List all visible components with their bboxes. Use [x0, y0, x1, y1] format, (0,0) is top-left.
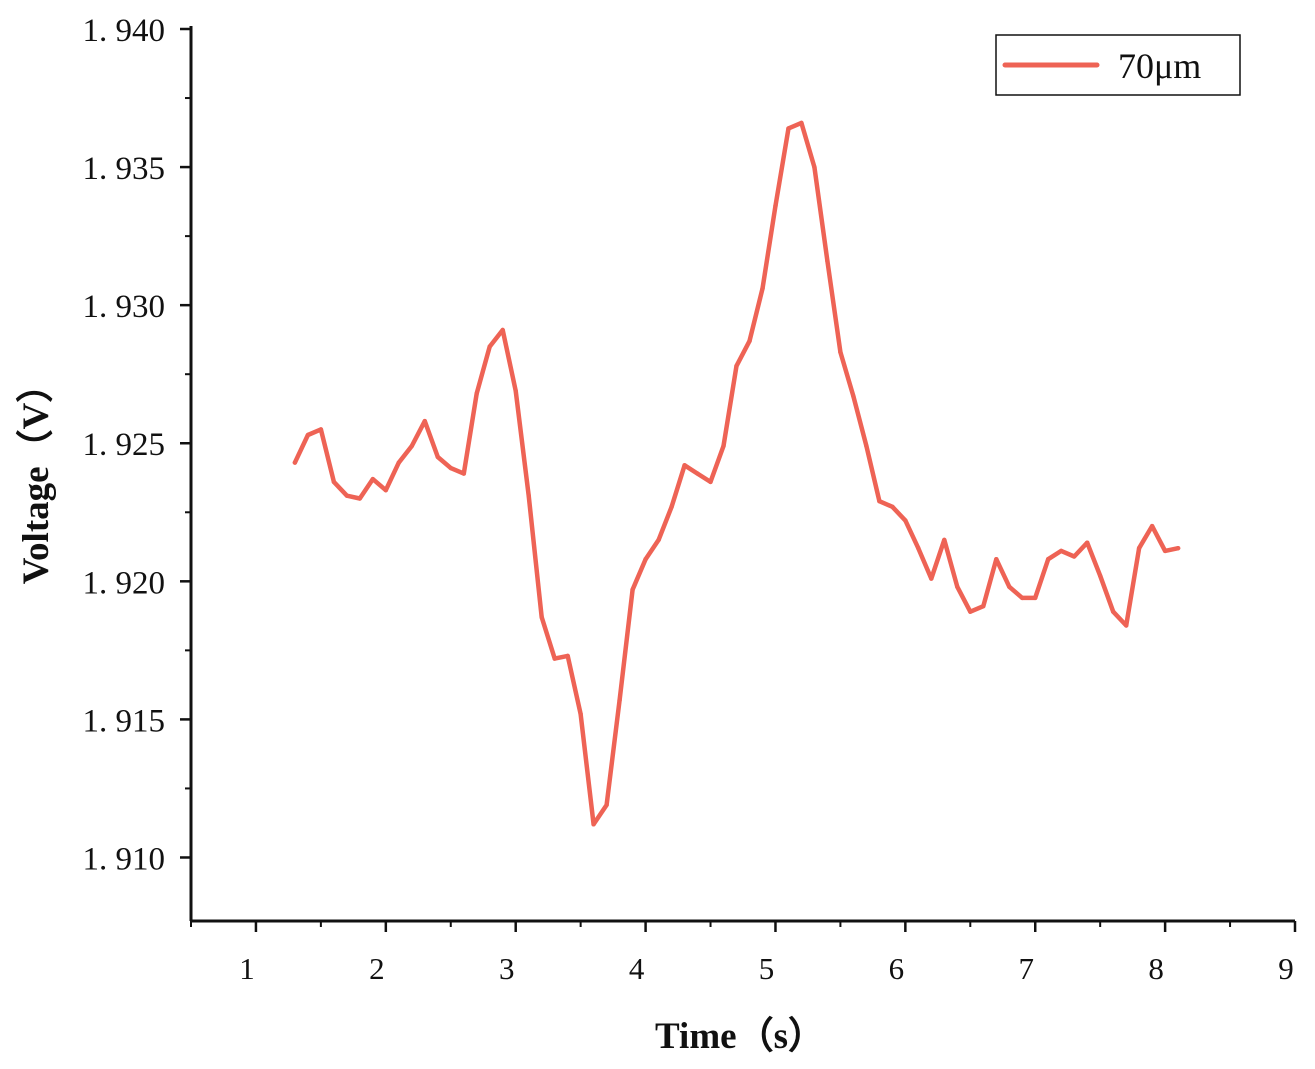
data-point: [877, 499, 882, 504]
data-point: [734, 363, 739, 369]
data-point: [591, 822, 596, 827]
axes: 1 2 3 4 5 6 7 8 9 1. 910 1. 915 1. 920 1. 925 1. 930 1…: [83, 13, 1297, 986]
x-tick-label: 7: [1018, 951, 1034, 986]
data-point: [617, 697, 622, 703]
data-point: [903, 518, 908, 523]
data-point: [981, 604, 986, 609]
data-point: [747, 338, 752, 344]
x-tick-label: 4: [629, 951, 645, 986]
data-point: [786, 126, 791, 131]
data-point: [474, 391, 479, 396]
y-tick-label: 1. 925: [83, 427, 166, 463]
x-tick-label: 8: [1148, 951, 1164, 986]
data-point: [773, 203, 778, 208]
data-point: [1124, 623, 1129, 628]
x-tick-label: 9: [1278, 951, 1294, 986]
data-point: [1111, 609, 1116, 614]
data-point: [604, 802, 609, 808]
data-point: [1007, 584, 1012, 589]
x-tick-label: 5: [759, 951, 775, 986]
data-point: [1020, 595, 1025, 601]
data-point: [864, 443, 869, 449]
data-point: [1136, 546, 1142, 551]
data-point: [942, 537, 947, 543]
data-point: [409, 443, 414, 449]
data-point: [526, 493, 531, 498]
data-point: [1085, 540, 1090, 545]
y-tick-label: 1. 935: [83, 151, 166, 187]
data-point: [435, 454, 440, 460]
data-point: [305, 432, 311, 438]
y-tick-label: 1. 915: [83, 703, 166, 739]
data-point: [838, 349, 843, 355]
x-tick-label: 1: [239, 951, 255, 986]
data-point: [1046, 557, 1051, 562]
data-point: [318, 427, 324, 432]
data-point: [578, 711, 583, 717]
y-tick-label: 1. 910: [83, 841, 166, 877]
y-tick-label: 1. 940: [83, 13, 166, 49]
data-point: [812, 164, 817, 170]
data-point: [1098, 573, 1103, 578]
data-point: [331, 479, 337, 485]
data-point: [760, 286, 765, 291]
data-point: [890, 504, 895, 509]
data-point: [1175, 546, 1181, 551]
data-point: [695, 471, 700, 476]
data-point: [682, 463, 687, 468]
data-point: [955, 584, 960, 589]
data-point: [851, 394, 856, 399]
x-tick-label: 3: [499, 951, 515, 986]
data-point: [669, 504, 674, 509]
data-point: [994, 557, 999, 562]
data-point: [1072, 554, 1077, 559]
x-axis-title: Time（s）: [655, 1015, 825, 1057]
data-point: [721, 443, 726, 449]
legend: 70μm: [995, 34, 1241, 96]
data-point: [1149, 523, 1155, 529]
data-point: [344, 493, 350, 498]
series-layer: [292, 120, 1181, 827]
data-point: [825, 258, 830, 264]
data-point: [357, 496, 362, 501]
data-point: [500, 327, 505, 333]
data-point: [448, 465, 453, 471]
data-point: [383, 488, 388, 493]
data-point: [1059, 548, 1064, 554]
data-point: [422, 418, 427, 424]
data-point: [656, 537, 661, 543]
data-point: [916, 546, 921, 551]
y-tick-label: 1. 920: [83, 565, 166, 601]
x-tick-label: 2: [369, 951, 385, 986]
data-point: [552, 656, 557, 661]
legend-label: 70μm: [1118, 46, 1201, 86]
data-point: [968, 609, 973, 614]
data-point: [799, 120, 804, 126]
data-point: [487, 344, 492, 349]
data-point: [929, 576, 934, 581]
y-tick-label: 1. 930: [83, 289, 166, 325]
series-line: [292, 120, 1181, 827]
data-point: [396, 460, 401, 465]
data-point: [513, 388, 518, 393]
data-point: [630, 587, 635, 592]
data-point: [1033, 595, 1038, 601]
x-tick-label: 6: [889, 951, 905, 986]
data-point: [708, 479, 713, 485]
data-point: [643, 557, 648, 562]
data-point: [461, 471, 466, 476]
data-point: [292, 460, 298, 465]
data-point: [565, 653, 570, 659]
data-point: [1162, 548, 1168, 554]
y-axis-title: Voltage（V）: [15, 366, 57, 585]
data-point: [539, 615, 544, 620]
data-point: [370, 476, 375, 482]
